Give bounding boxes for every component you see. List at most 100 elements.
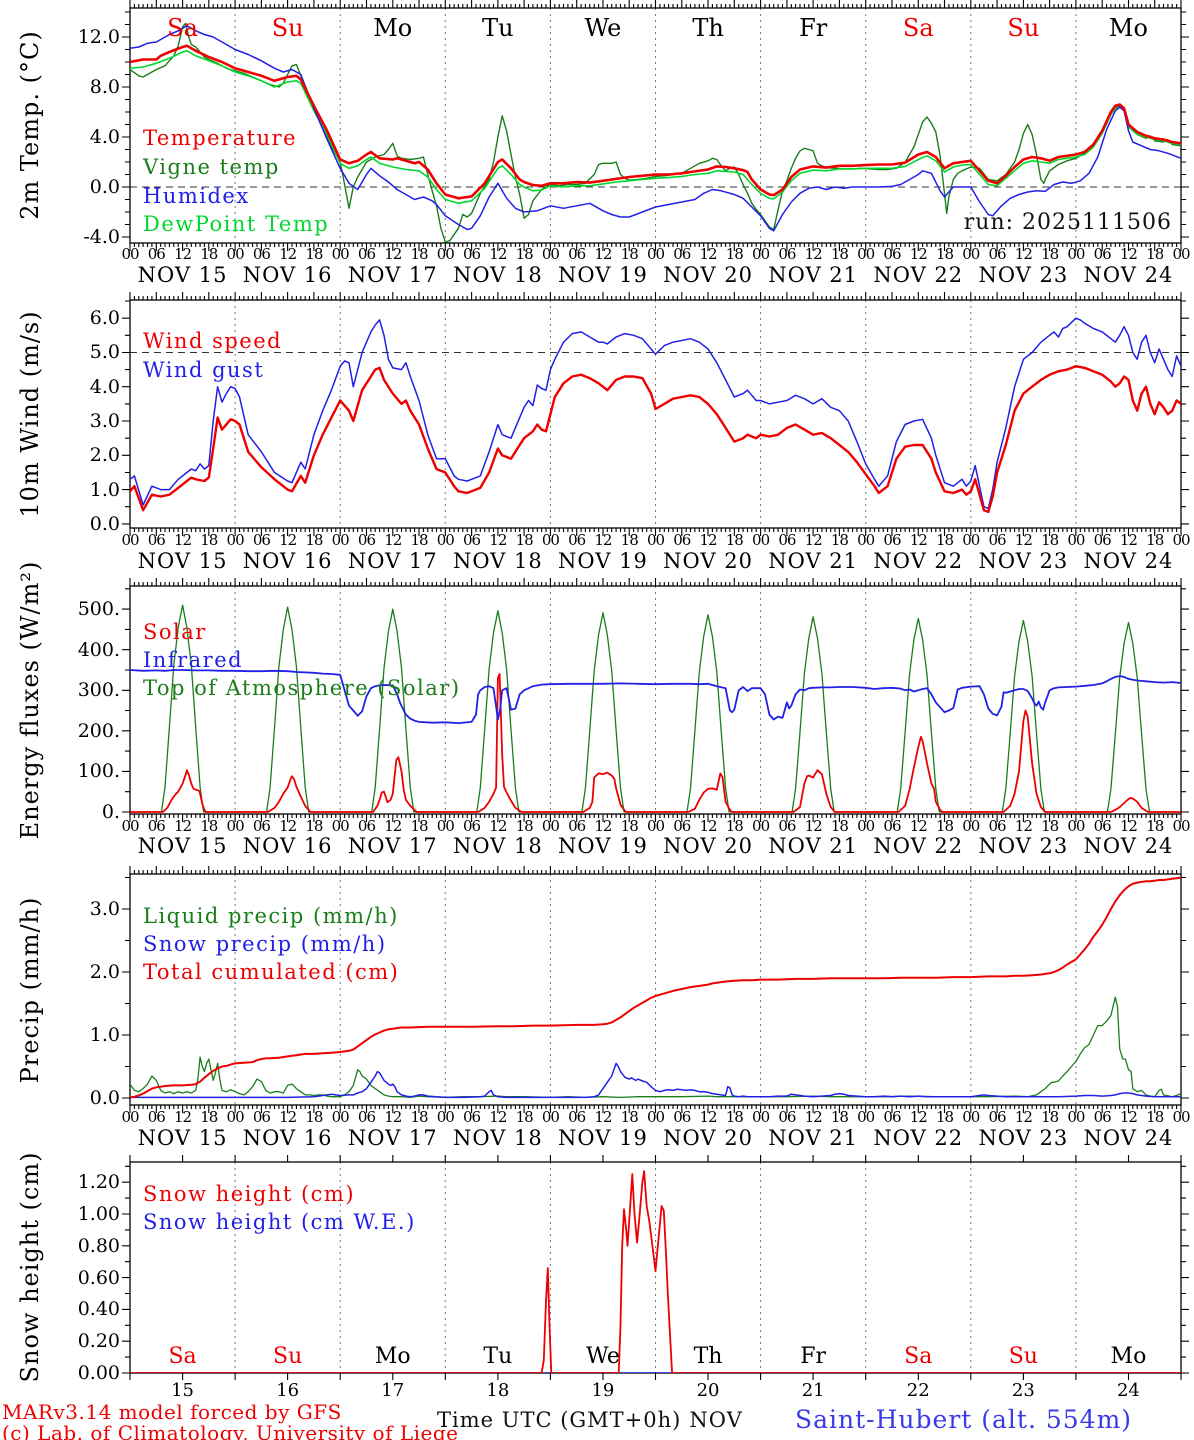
axis-ticks bbox=[122, 0, 1189, 251]
x-hour-label: 00 bbox=[857, 1108, 875, 1126]
x-hour-label: 12 bbox=[699, 817, 718, 835]
x-date-label: NOV 15 bbox=[137, 549, 228, 573]
x-hour-label: 12 bbox=[1119, 531, 1138, 549]
x-hour-label: 06 bbox=[673, 817, 691, 835]
x-date-label: NOV 15 bbox=[137, 1126, 228, 1150]
x-hour-label: 18 bbox=[515, 1108, 534, 1126]
x-date-label: NOV 20 bbox=[663, 1126, 753, 1150]
x-hour-label: 00 bbox=[541, 245, 560, 263]
x-date-label: NOV 22 bbox=[873, 263, 964, 287]
model-credit-line: MARv3.14 model forced by GFS bbox=[2, 1400, 342, 1424]
x-hour-label: 18 bbox=[1041, 245, 1059, 263]
legend-top-of-atmosphere: Top of Atmosphere (Solar) bbox=[143, 676, 461, 700]
x-hour-label: 06 bbox=[463, 817, 481, 835]
x-hour-label: 00 bbox=[646, 531, 665, 549]
x-hour-label: 18 bbox=[305, 531, 323, 549]
x-date-label: NOV 16 bbox=[242, 549, 333, 573]
legend-snow-height: Snow height (cm) bbox=[143, 1182, 356, 1206]
y-axis-title-precip: Precip (mm/h) bbox=[16, 896, 44, 1084]
series-infrared bbox=[130, 669, 1181, 724]
legend-wind-gust: Wind gust bbox=[143, 358, 265, 382]
day-name-label: Fr bbox=[799, 14, 828, 42]
day-name-label: Mo bbox=[1108, 14, 1148, 42]
x-date-label: NOV 17 bbox=[347, 263, 438, 287]
x-date-label: NOV 20 bbox=[663, 834, 753, 858]
x-date-label: NOV 21 bbox=[768, 1126, 859, 1150]
x-hour-label: 12 bbox=[804, 1108, 823, 1126]
x-hour-label: 06 bbox=[883, 817, 901, 835]
x-hour-label: 06 bbox=[778, 1108, 796, 1126]
x-hour-label: 00 bbox=[857, 245, 875, 263]
x-hour-label: 00 bbox=[1067, 531, 1085, 549]
x-hour-label: 12 bbox=[1119, 1108, 1138, 1126]
day-name-label: Su bbox=[1007, 14, 1040, 42]
x-date-label: NOV 21 bbox=[768, 263, 859, 287]
x-hour-label: 06 bbox=[1093, 1108, 1112, 1126]
x-hour-label: 18 bbox=[305, 245, 323, 263]
x-hour-label: 06 bbox=[357, 245, 376, 263]
x-hour-label: 06 bbox=[252, 1108, 271, 1126]
y-tick-label: 6.0 bbox=[89, 307, 120, 330]
y-tick-label: 400. bbox=[77, 638, 120, 661]
y-tick-label: 1.00 bbox=[77, 1202, 120, 1225]
axis-ticks bbox=[122, 1155, 1189, 1380]
x-day-number-label: 22 bbox=[906, 1380, 930, 1401]
x-date-label: NOV 16 bbox=[242, 263, 333, 287]
x-hour-label: 18 bbox=[1146, 817, 1164, 835]
x-hour-label: 12 bbox=[489, 1108, 507, 1126]
x-hour-label: 12 bbox=[1014, 1108, 1033, 1126]
x-hour-label: 06 bbox=[357, 817, 376, 835]
x-hour-label: 18 bbox=[200, 531, 218, 549]
x-date-label: NOV 18 bbox=[452, 549, 543, 573]
x-hour-label: 18 bbox=[620, 817, 639, 835]
x-date-label: NOV 18 bbox=[452, 1126, 543, 1150]
x-hour-label: 00 bbox=[226, 531, 245, 549]
day-name-label: Tu bbox=[483, 1344, 513, 1369]
x-hour-label: 18 bbox=[935, 245, 954, 263]
panel-frame-temp2m bbox=[129, 7, 1182, 244]
x-date-label: NOV 23 bbox=[978, 263, 1069, 287]
y-tick-label: 2.0 bbox=[89, 961, 120, 984]
x-hour-label: 12 bbox=[174, 531, 192, 549]
x-hour-label: 00 bbox=[962, 531, 980, 549]
x-hour-label: 00 bbox=[121, 531, 139, 549]
run-label: run: 2025111506 bbox=[963, 210, 1172, 235]
y-axis-title-snow: Snow height (cm) bbox=[16, 1151, 44, 1383]
x-hour-label: 06 bbox=[147, 245, 166, 263]
day-name-label: Mo bbox=[373, 14, 413, 42]
x-day-number-label: 17 bbox=[381, 1380, 405, 1401]
axis-ticks bbox=[122, 292, 1189, 536]
legend-vigne-temp: Vigne temp bbox=[143, 155, 280, 179]
x-date-label: NOV 23 bbox=[978, 549, 1069, 573]
x-hour-label: 12 bbox=[1014, 817, 1033, 835]
series-snow-precip-mm-h- bbox=[130, 1062, 1181, 1099]
x-hour-label: 00 bbox=[962, 817, 980, 835]
x-date-label: NOV 19 bbox=[558, 1126, 648, 1150]
x-hour-label: 06 bbox=[883, 531, 901, 549]
x-day-number-label: 23 bbox=[1011, 1380, 1035, 1401]
day-name-label: Sa bbox=[904, 1344, 933, 1369]
x-hour-label: 12 bbox=[699, 245, 718, 263]
legend-infrared: Infrared bbox=[143, 648, 244, 672]
x-hour-label: 00 bbox=[121, 817, 139, 835]
y-tick-label: 1.0 bbox=[89, 1024, 120, 1046]
legend-total-cumulated: Total cumulated (cm) bbox=[143, 960, 400, 984]
x-hour-label: 18 bbox=[410, 1108, 428, 1126]
x-date-label: NOV 17 bbox=[347, 549, 438, 573]
x-hour-label: 00 bbox=[752, 245, 770, 263]
x-hour-label: 00 bbox=[541, 817, 560, 835]
x-day-number-label: 24 bbox=[1116, 1380, 1140, 1401]
x-date-label: NOV 20 bbox=[663, 549, 753, 573]
x-hour-label: 00 bbox=[857, 531, 875, 549]
y-tick-label: 2.0 bbox=[89, 444, 120, 467]
day-name-label: Su bbox=[271, 14, 304, 42]
x-hour-label: 06 bbox=[988, 245, 1007, 263]
x-hour-label: 12 bbox=[279, 531, 297, 549]
x-hour-label: 12 bbox=[594, 817, 612, 835]
legend-snow-precip: Snow precip (mm/h) bbox=[143, 932, 387, 956]
x-hour-label: 12 bbox=[174, 245, 192, 263]
x-hour-label: 00 bbox=[646, 1108, 665, 1126]
y-axis-title-temperature: 2m Temp. (°C) bbox=[16, 30, 44, 220]
x-date-label: NOV 16 bbox=[242, 834, 333, 858]
